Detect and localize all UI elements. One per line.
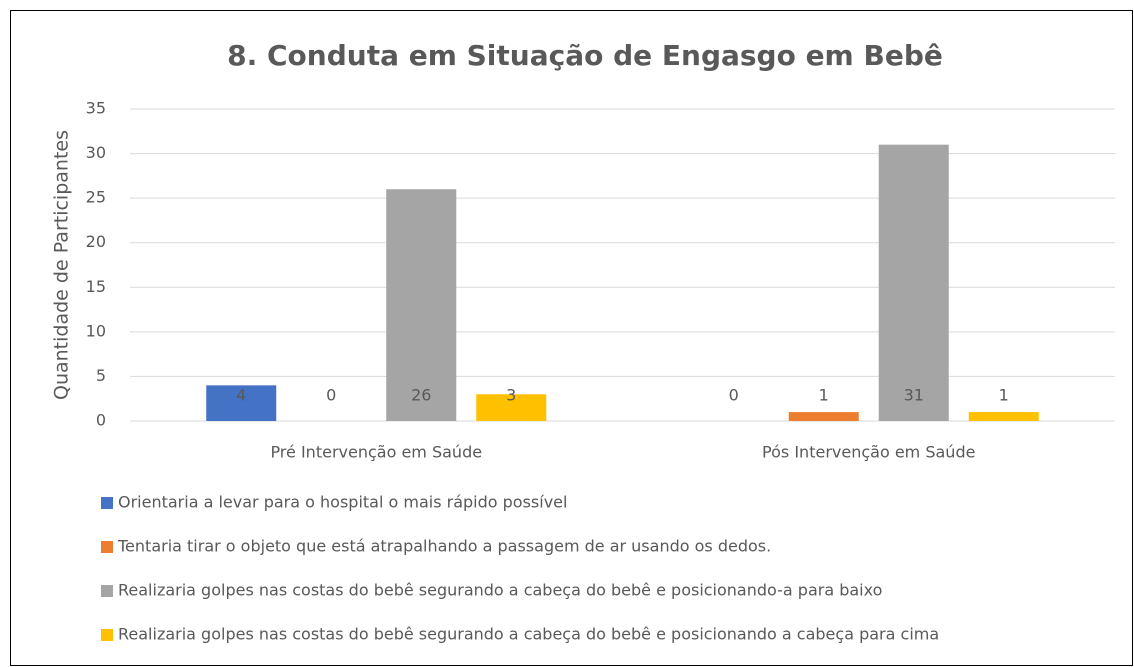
y-tick-label: 35 — [86, 99, 106, 118]
data-label: 1 — [819, 386, 829, 405]
legend-swatch — [101, 585, 113, 597]
x-tick-label: Pós Intervenção em Saúde — [762, 443, 975, 462]
data-label: 1 — [999, 386, 1009, 405]
bar — [968, 412, 1039, 421]
legend-label: Tentaria tirar o objeto que está atrapal… — [117, 537, 771, 556]
y-tick-label: 15 — [86, 277, 106, 296]
data-label: 0 — [729, 386, 739, 405]
data-label: 26 — [411, 386, 431, 405]
bar — [878, 144, 949, 421]
y-axis-label: Quantidade de Participantes — [51, 130, 73, 400]
legend-swatch — [101, 497, 113, 509]
legend-swatch — [101, 541, 113, 553]
data-label: 0 — [326, 386, 336, 405]
bar — [788, 412, 859, 421]
bar — [476, 394, 547, 421]
y-tick-label: 5 — [96, 366, 106, 385]
data-label: 4 — [236, 386, 246, 405]
y-tick-label: 20 — [86, 232, 106, 251]
bar — [386, 189, 457, 421]
legend-label: Realizaria golpes nas costas do bebê seg… — [118, 625, 939, 644]
x-tick-label: Pré Intervenção em Saúde — [270, 443, 482, 462]
bar — [206, 385, 277, 421]
chart-title: 8. Conduta em Situação de Engasgo em Beb… — [227, 39, 943, 72]
y-tick-label: 0 — [96, 411, 106, 430]
legend-swatch — [101, 629, 113, 641]
legend-label: Realizaria golpes nas costas do bebê seg… — [118, 581, 882, 600]
data-label: 31 — [904, 386, 924, 405]
legend-label: Orientaria a levar para o hospital o mai… — [118, 493, 567, 512]
y-tick-label: 10 — [86, 321, 106, 340]
y-tick-label: 30 — [86, 143, 106, 162]
y-tick-label: 25 — [86, 188, 106, 207]
data-label: 3 — [506, 386, 516, 405]
